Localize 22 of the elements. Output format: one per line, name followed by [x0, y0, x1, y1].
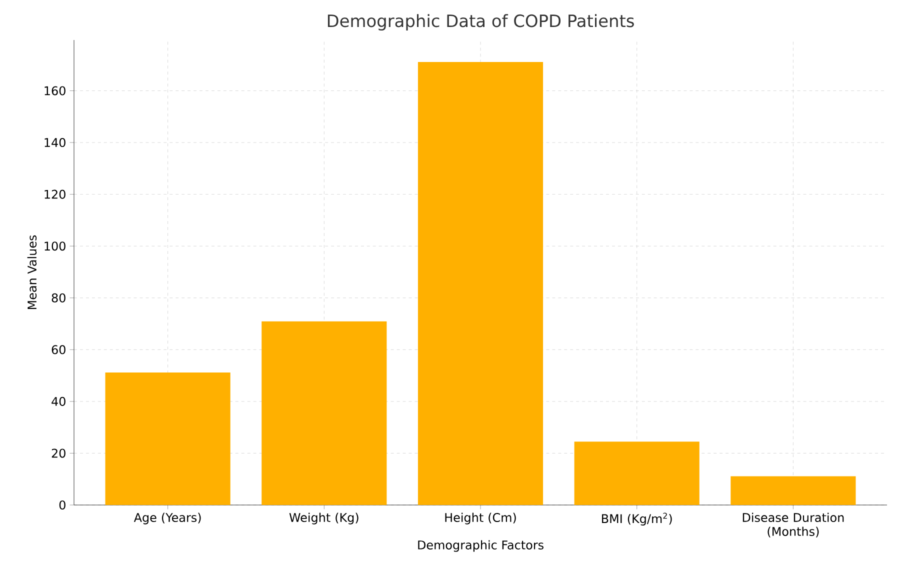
y-tick-label: 140 — [44, 138, 66, 148]
y-tick-label: 40 — [52, 396, 66, 406]
bar — [262, 321, 387, 505]
x-tick-label: BMI (Kg/m$^{2}$) — [602, 512, 672, 526]
bar — [730, 476, 856, 505]
bar — [574, 442, 700, 505]
x-tick-label: Age (Years) — [134, 512, 201, 524]
x-tick-label: Height (Cm) — [445, 512, 516, 524]
y-tick-label: 60 — [52, 345, 66, 354]
y-tick-label: 20 — [52, 448, 66, 458]
x-tick-label: Weight (Kg) — [289, 512, 358, 524]
y-tick-label: 120 — [44, 190, 66, 199]
bar — [105, 372, 230, 505]
y-tick-label: 0 — [59, 500, 66, 510]
x-axis-title: Demographic Factors — [418, 540, 544, 552]
y-tick-label: 80 — [52, 293, 66, 302]
y-tick-label: 100 — [44, 242, 66, 251]
chart-title: Demographic Data of COPD Patients — [328, 14, 634, 30]
x-tick-label: Disease Duration (Months) — [742, 512, 844, 538]
y-tick-label: 160 — [44, 86, 66, 96]
bar — [418, 62, 544, 505]
y-axis-title: Mean Values — [27, 235, 37, 310]
